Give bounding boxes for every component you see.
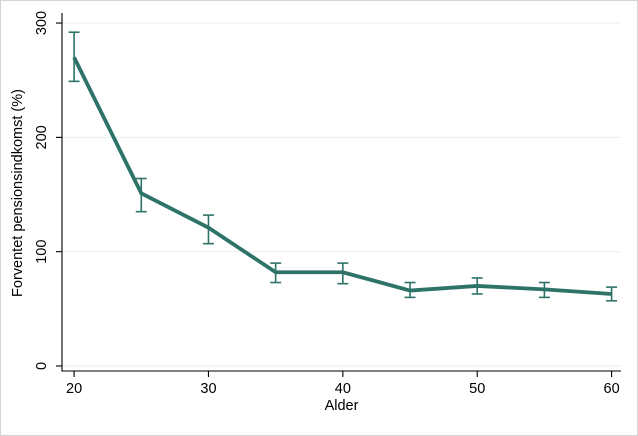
x-axis-tick-label: 30 bbox=[200, 381, 216, 397]
y-axis-tick-label: 100 bbox=[34, 240, 50, 264]
data-series-line bbox=[72, 56, 612, 296]
error-bar bbox=[68, 31, 80, 83]
grid-layer bbox=[62, 22, 621, 367]
x-axis-tick-label: 40 bbox=[335, 381, 351, 397]
axis-layer: 0 100 200 300 20 30 40 50 60 bbox=[34, 11, 621, 397]
x-axis-tick-label: 20 bbox=[66, 381, 82, 397]
x-axis-tick-label: 50 bbox=[469, 381, 485, 397]
y-axis-tick-label: 0 bbox=[34, 362, 50, 370]
y-axis-tick-label: 300 bbox=[34, 11, 50, 35]
data-layer bbox=[68, 31, 618, 302]
y-axis-tick-label: 200 bbox=[34, 125, 50, 149]
x-axis-tick-label: 60 bbox=[604, 381, 620, 397]
x-axis-title: Alder bbox=[325, 398, 359, 414]
y-axis-title: Forventet pensionsindkomst (%) bbox=[10, 89, 26, 297]
